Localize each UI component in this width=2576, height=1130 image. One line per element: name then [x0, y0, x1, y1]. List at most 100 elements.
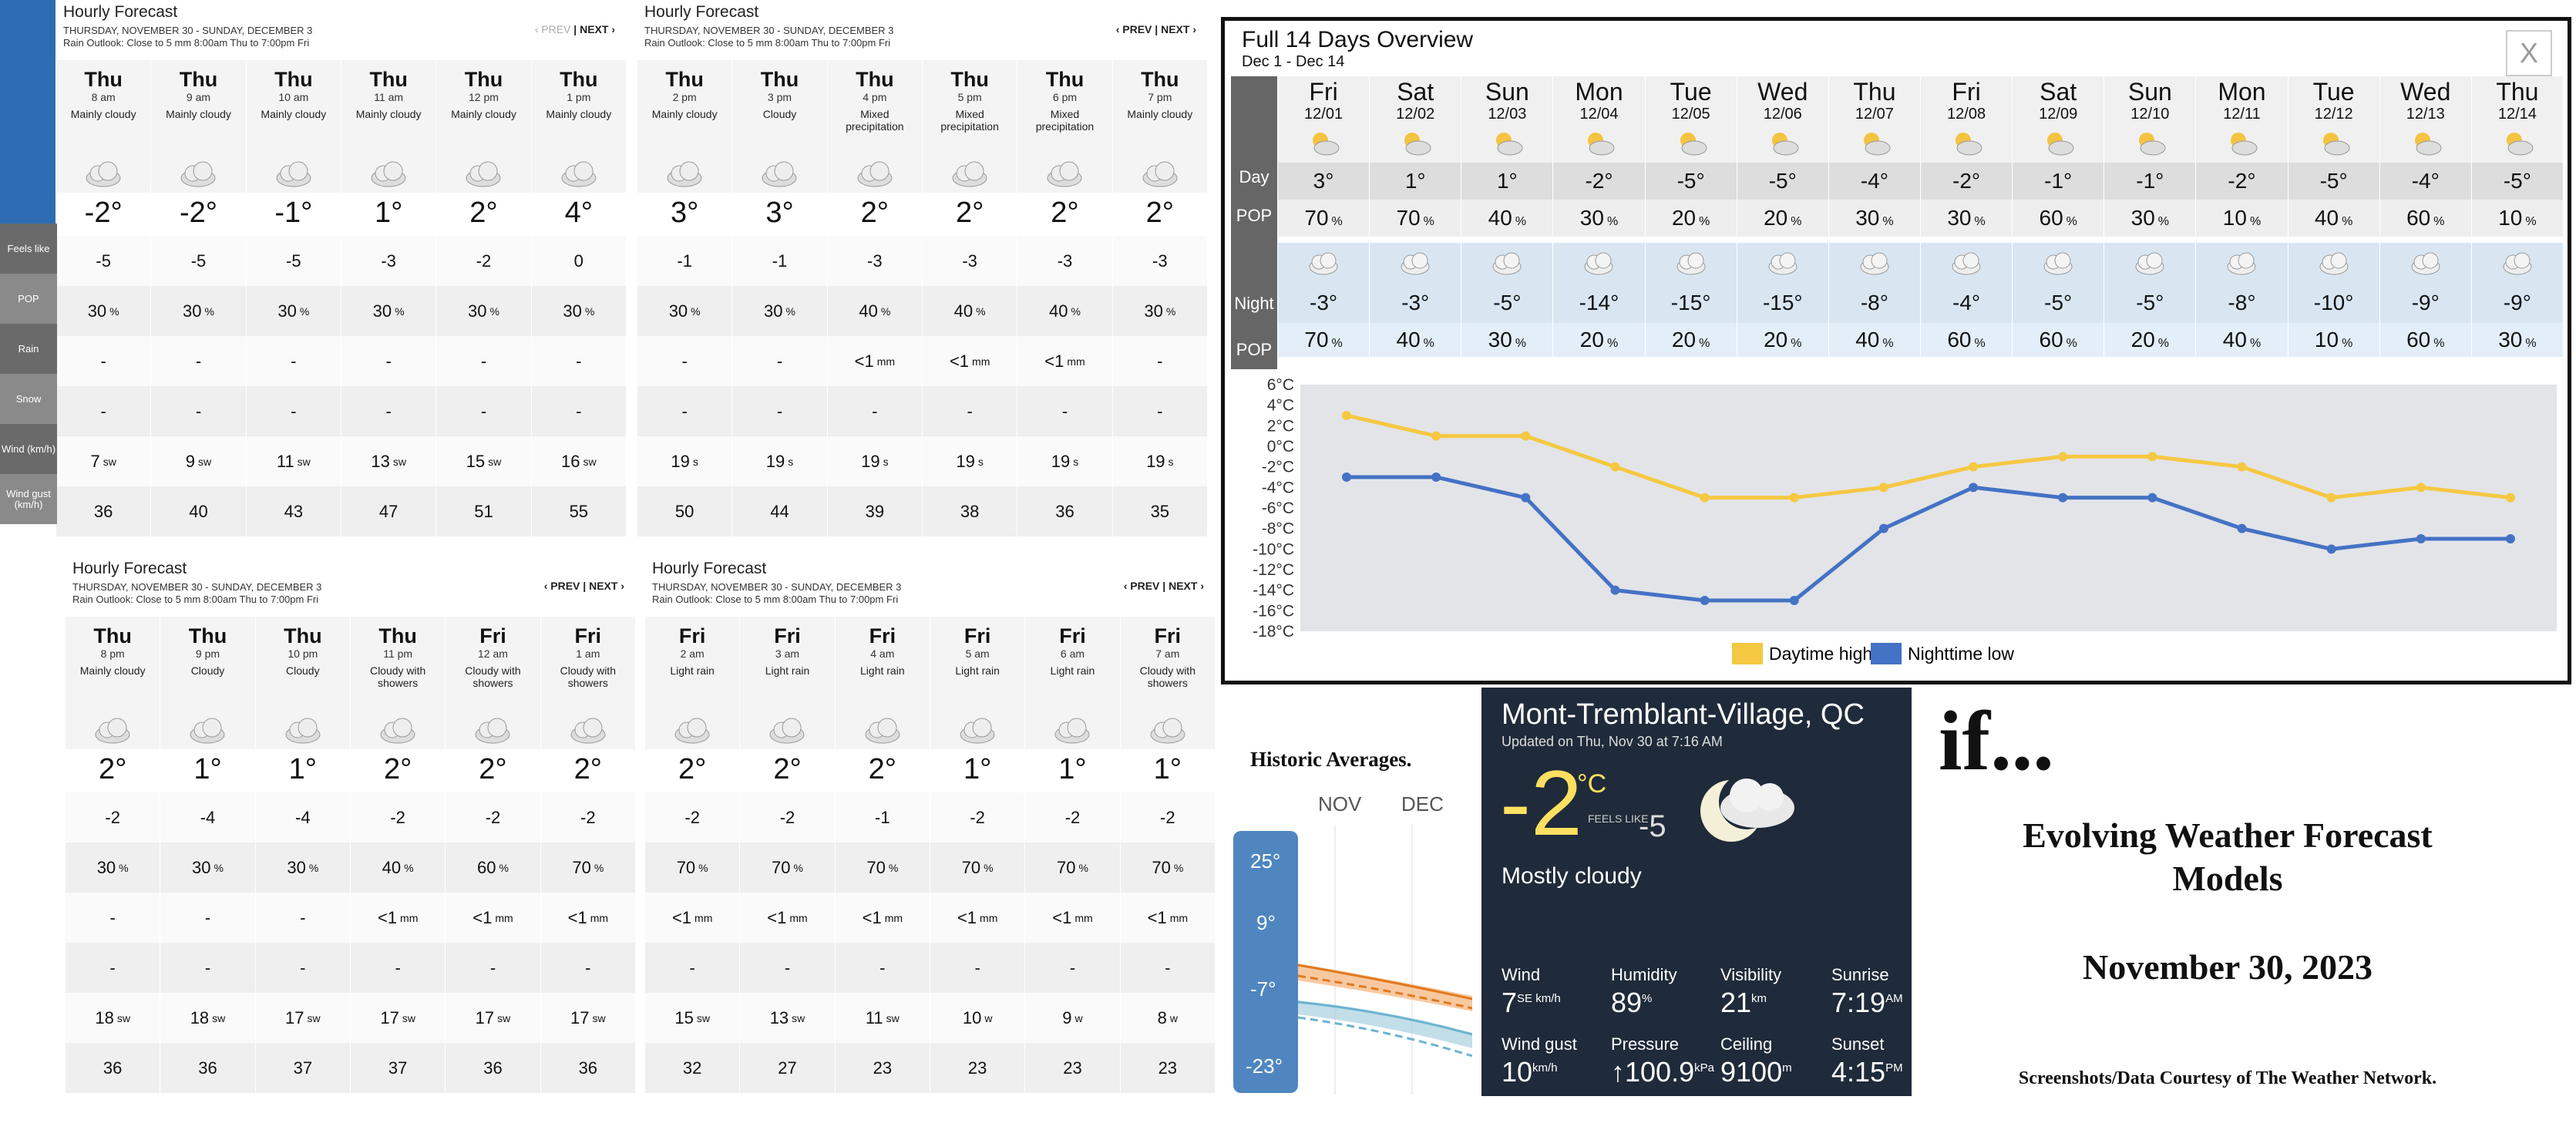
- night-cloud-icon: [1737, 243, 1828, 284]
- partly-sunny-icon: [1828, 124, 1920, 163]
- hour-temp: 2°: [436, 193, 531, 236]
- hour-condition: Mainly cloudy: [355, 108, 422, 120]
- historic-title: Historic Averages.: [1250, 748, 1412, 771]
- night-pop: 40%: [1828, 323, 1920, 357]
- hour-temp: 1°: [1025, 749, 1120, 792]
- overview-day-column: Sun 12/03 1° 40% -5° 30%: [1461, 76, 1553, 369]
- historic-high-dash: [1297, 974, 1472, 1010]
- hour-rain: <1 mm: [645, 893, 740, 943]
- hour-time: 4 am: [870, 647, 895, 660]
- cloud-icon: [645, 711, 739, 749]
- night-low: -9°: [2471, 284, 2563, 323]
- hour-snow: -: [66, 943, 160, 993]
- night-pop: 20%: [2104, 323, 2196, 357]
- hour-time: 3 pm: [767, 91, 792, 103]
- prev-button[interactable]: ‹ PREV: [1115, 23, 1152, 35]
- day-pop: 20%: [1737, 200, 1828, 237]
- hour-column: Fri 7 am Cloudy with showers 1° -2 70% <1 mm -8 w…: [1119, 617, 1215, 1093]
- hour-gust: 38: [922, 486, 1017, 536]
- cloud-icon: [256, 711, 350, 749]
- hour-column: Thu 11 pm Cloudy with showers 2° -2 40% <1 mm -1…: [349, 617, 446, 1093]
- hour-rain: <1 mm: [740, 893, 835, 943]
- hour-day: Thu: [84, 68, 123, 91]
- hour-snow: -: [350, 943, 446, 993]
- overview-day-column: Thu 12/14 -5° 10% -9° 30%: [2470, 76, 2563, 369]
- day-high: -2°: [1553, 163, 1645, 200]
- hour-wind: 13 sw: [740, 993, 835, 1043]
- hour-wind: 17 sw: [255, 993, 350, 1043]
- data-point: [1700, 493, 1710, 503]
- date-heading: November 30, 2023: [2082, 947, 2373, 987]
- hour-wind: 18 sw: [66, 993, 160, 1043]
- day-high: -2°: [1920, 163, 2013, 200]
- hour-feels: -3: [341, 236, 436, 286]
- hour-time: 4 pm: [863, 91, 887, 103]
- hour-condition: Cloudy with showers: [1139, 664, 1196, 689]
- legend-label: Nighttime low: [1908, 644, 2014, 664]
- hour-feels: -2: [436, 236, 531, 286]
- overview-day-column: Fri 12/01 3° 70% -3° 70%: [1277, 76, 1370, 369]
- hour-time: 7 am: [1155, 647, 1180, 660]
- data-point: [1521, 431, 1531, 441]
- hour-temp: 1°: [1120, 749, 1215, 792]
- day-high: 3°: [1278, 163, 1370, 200]
- night-pop: 20%: [1553, 323, 1645, 357]
- overview-days: Fri 12/01 3° 70% -3° 70% Sat 12/02 1° 70% -3° 40% Su…: [1277, 76, 2563, 369]
- hour-time: 1 am: [576, 647, 600, 660]
- hour-condition: Mainly cloudy: [261, 108, 327, 120]
- hour-condition: Cloudy: [190, 664, 225, 677]
- if-heading: if...: [1939, 694, 2054, 788]
- hour-wind: 9 sw: [151, 436, 246, 486]
- overview-row-labels: Day POP Night POP: [1231, 76, 1277, 369]
- cloud-icon: [1121, 711, 1215, 749]
- hour-gust: 36: [540, 1043, 635, 1093]
- cloud-icon: [151, 154, 245, 193]
- legend-swatch: [1732, 643, 1763, 664]
- moon-cloud-icon: [1700, 774, 1794, 842]
- prev-button[interactable]: ‹ PREV: [543, 580, 580, 592]
- hour-wind: 19 s: [1017, 436, 1112, 486]
- hour-temp: -2°: [56, 193, 151, 236]
- hour-feels: -5: [246, 236, 341, 286]
- hour-day: Fri: [1154, 624, 1182, 647]
- row-label-pop: POP: [0, 274, 57, 324]
- current-temp: -2: [1500, 752, 1582, 855]
- hour-pop: 30%: [732, 286, 827, 336]
- hour-gust: 32: [645, 1043, 740, 1093]
- prev-button[interactable]: ‹ PREV: [534, 23, 571, 35]
- hour-pop: 70%: [540, 842, 635, 893]
- visibility-metric: Visibility 21km: [1720, 965, 1782, 1018]
- hour-time: 5 pm: [957, 91, 982, 103]
- hour-time: 7 pm: [1148, 91, 1172, 103]
- hour-temp: 4°: [531, 193, 626, 236]
- feels-like-value: -5: [1639, 809, 1666, 843]
- data-point: [1342, 473, 1351, 482]
- next-button[interactable]: NEXT ›: [580, 23, 615, 35]
- hour-snow: -: [255, 943, 350, 993]
- hourly-forecast-panel: Hourly Forecast THURSDAY, NOVEMBER 30 - S…: [644, 557, 1215, 1093]
- hour-rain: -: [531, 336, 626, 386]
- hour-temp: 2°: [1017, 193, 1112, 236]
- next-button[interactable]: NEXT ›: [1169, 580, 1204, 592]
- hour-day: Fri: [574, 624, 602, 647]
- close-button[interactable]: X: [2506, 30, 2552, 76]
- hour-snow: -: [922, 386, 1017, 436]
- next-button[interactable]: NEXT ›: [1161, 23, 1196, 35]
- next-button[interactable]: NEXT ›: [589, 580, 624, 592]
- hour-time: 8 am: [91, 91, 116, 103]
- hour-snow: -: [930, 943, 1025, 993]
- hour-wind: 19 s: [732, 436, 827, 486]
- night-cloud-icon: [2288, 243, 2379, 284]
- hour-temp: 2°: [740, 749, 835, 792]
- updated-time: Updated on Thu, Nov 30 at 7:16 AM: [1502, 734, 1723, 749]
- prev-button[interactable]: ‹ PREV: [1123, 580, 1160, 592]
- night-pop: 20%: [1645, 323, 1737, 357]
- panel-title: Hourly Forecast: [652, 560, 767, 577]
- nov-label: NOV: [1318, 792, 1362, 816]
- hour-time: 2 pm: [672, 91, 697, 103]
- day-high: 1°: [1370, 163, 1461, 200]
- night-cloud-icon: [1278, 243, 1370, 284]
- current-condition: Mostly cloudy: [1502, 863, 1642, 889]
- y-tick-label: -6°C: [1262, 499, 1294, 517]
- partly-sunny-icon: [1461, 124, 1553, 163]
